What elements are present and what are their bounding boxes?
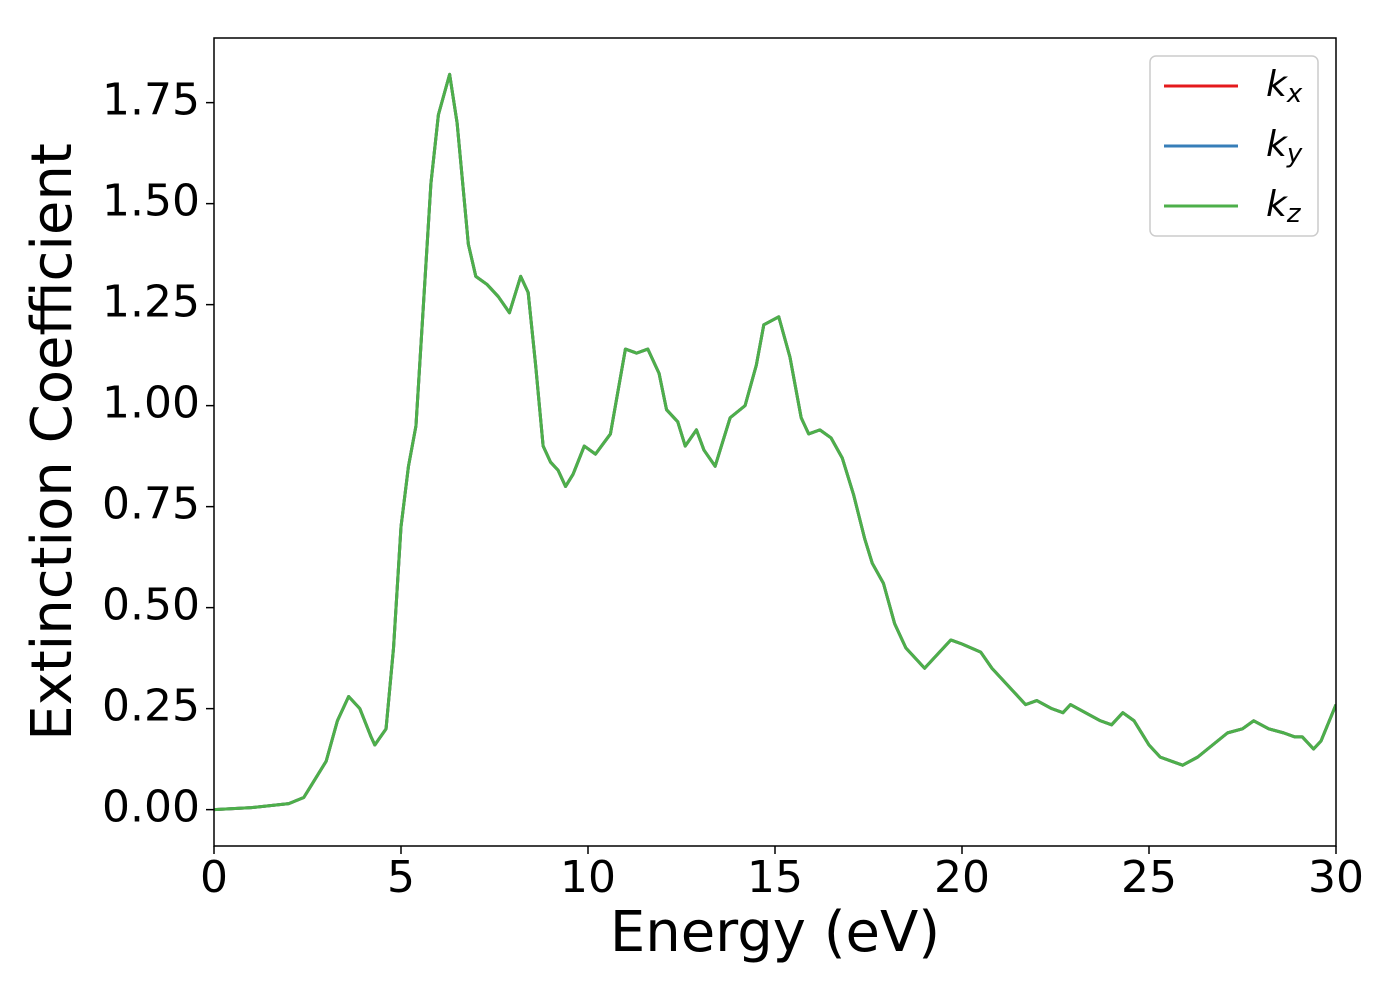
y-tick-label: 1.25 — [102, 277, 200, 328]
legend-label: kx — [1266, 64, 1303, 109]
y-tick-label: 1.00 — [102, 378, 200, 429]
y-tick-label: 0.75 — [102, 479, 200, 530]
plot-lines — [214, 72, 1336, 812]
y-tick-label: 1.50 — [102, 176, 200, 227]
plot-frame — [213, 37, 1337, 847]
x-axis-label: Energy (eV) — [610, 900, 940, 965]
x-tick-label: 0 — [200, 852, 228, 903]
x-tick-label: 5 — [387, 852, 415, 903]
y-tick-label: 1.75 — [102, 75, 200, 126]
y-tick-label: 0.50 — [102, 580, 200, 631]
x-tick-label: 30 — [1308, 852, 1364, 903]
y-tick-label: 0.25 — [102, 681, 200, 732]
legend-label: ky — [1266, 124, 1303, 169]
legend-label: kz — [1266, 184, 1302, 229]
line — [214, 72, 1336, 812]
y-tick-label: 0.00 — [102, 782, 200, 833]
x-tick-label: 25 — [1121, 852, 1177, 903]
x-tick-label: 15 — [747, 852, 803, 903]
y-axis-label: Extinction Coefficient — [20, 143, 85, 741]
x-tick-label: 10 — [560, 852, 616, 903]
x-tick-label: 20 — [934, 852, 990, 903]
